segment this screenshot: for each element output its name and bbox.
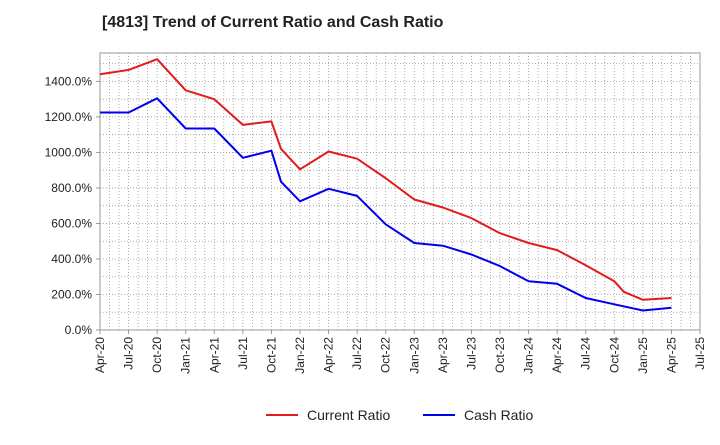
chart-title: [4813] Trend of Current Ratio and Cash R… — [102, 14, 444, 31]
x-tick-label: Jul-21 — [236, 337, 250, 370]
x-tick-label: Jul-22 — [350, 337, 364, 370]
x-tick-label: Oct-22 — [379, 337, 393, 373]
legend-label: Current Ratio — [307, 407, 390, 423]
x-tick-label: Apr-21 — [207, 337, 221, 373]
series-line — [100, 97, 672, 312]
y-tick-label: 1000.0% — [45, 145, 93, 159]
x-tick-label: Oct-23 — [493, 337, 507, 373]
x-tick-label: Jan-22 — [293, 337, 307, 374]
plot-border — [99, 52, 701, 331]
series-line — [99, 58, 672, 301]
x-tick-label: Jan-21 — [179, 337, 193, 374]
x-tick-label: Jul-24 — [579, 337, 593, 370]
x-tick-label: Apr-22 — [322, 337, 336, 373]
plot-frame — [99, 52, 701, 331]
y-tick-label: 1200.0% — [45, 110, 93, 124]
legend-label: Cash Ratio — [464, 407, 533, 423]
x-tick-label: Apr-24 — [550, 337, 564, 373]
y-tick-label: 400.0% — [51, 252, 92, 266]
y-tick-label: 0.0% — [65, 323, 93, 337]
x-tick-label: Jan-24 — [522, 337, 536, 374]
x-tick-label: Oct-21 — [264, 337, 278, 373]
x-tick-label: Oct-24 — [607, 337, 621, 373]
x-tick-label: Apr-23 — [436, 337, 450, 373]
y-tick-label: 600.0% — [51, 216, 92, 230]
x-tick-label: Jul-20 — [122, 337, 136, 370]
x-tick-label: Jan-25 — [636, 337, 650, 374]
x-tick-label: Oct-20 — [150, 337, 164, 373]
x-tick-label: Jul-25 — [693, 337, 707, 370]
y-tick-label: 1400.0% — [45, 74, 93, 88]
y-tick-label: 200.0% — [51, 287, 92, 301]
y-tick-label: 800.0% — [51, 181, 92, 195]
x-tick-label: Jul-23 — [464, 337, 478, 370]
x-tick-label: Apr-25 — [664, 337, 678, 373]
x-tick-label: Apr-20 — [93, 337, 107, 373]
x-tick-label: Jan-23 — [407, 337, 421, 374]
